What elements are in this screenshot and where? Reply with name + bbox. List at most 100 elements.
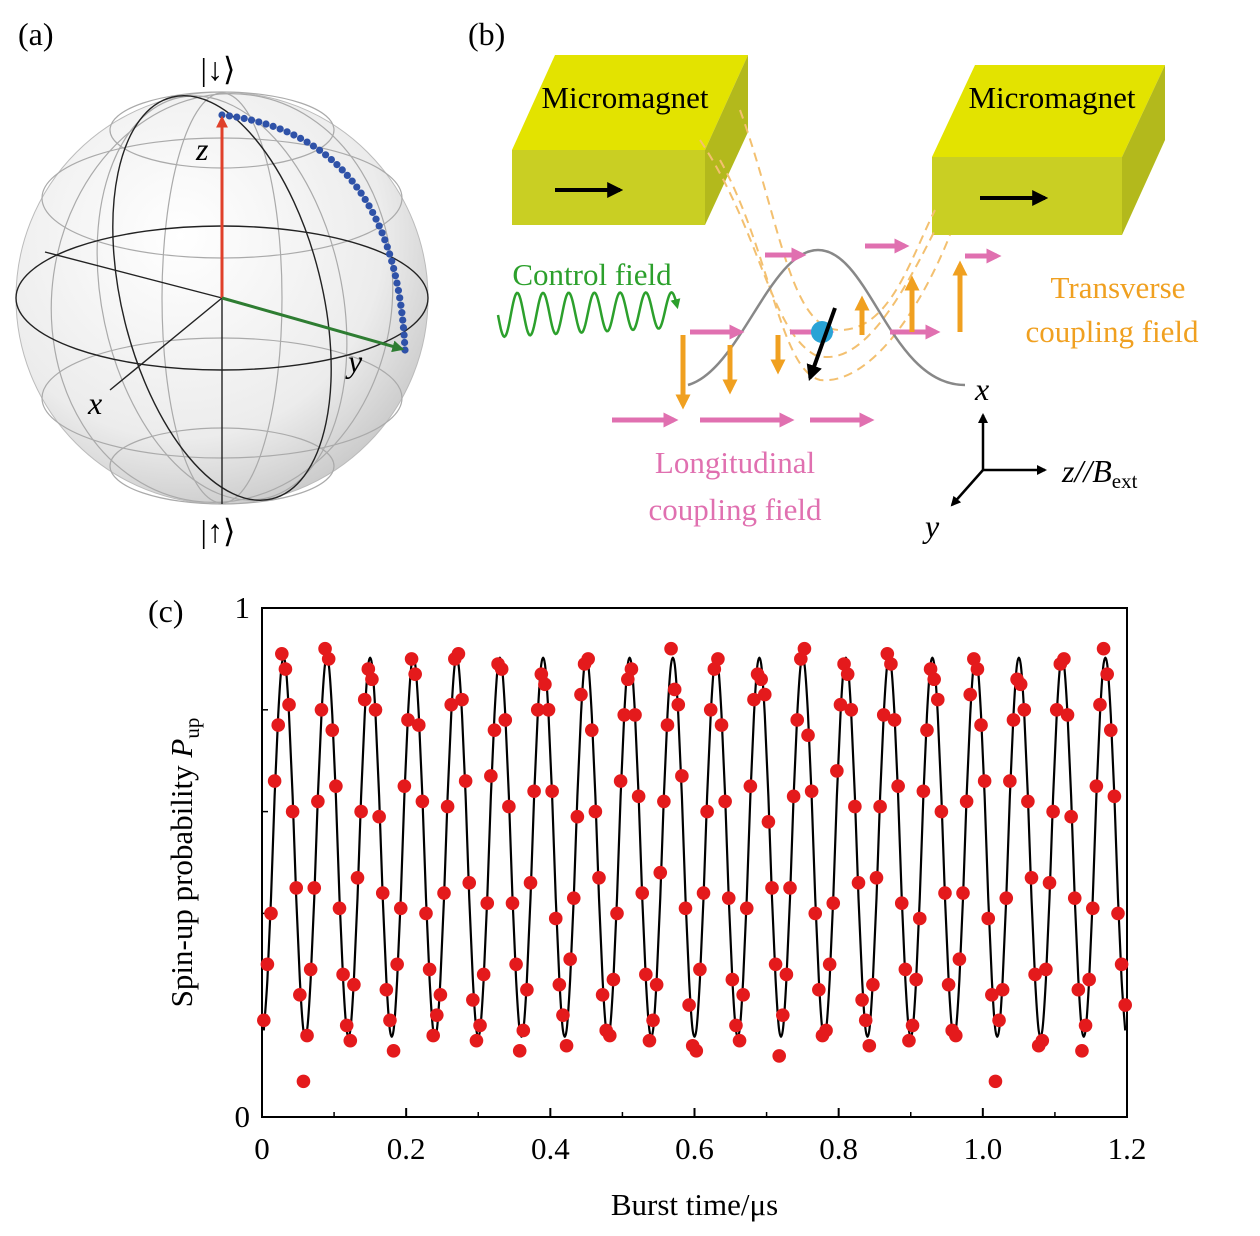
- coord-label: z//Bext: [1061, 453, 1138, 493]
- trajectory-dot: [393, 279, 401, 287]
- data-point: [271, 718, 286, 732]
- trajectory-dot: [397, 301, 405, 309]
- data-point: [631, 789, 646, 804]
- data-point: [819, 1023, 833, 1038]
- trajectory-dot: [269, 122, 277, 130]
- data-point: [721, 891, 736, 905]
- data-point: [963, 687, 978, 702]
- data-point: [397, 779, 412, 793]
- data-point: [538, 677, 552, 692]
- data-point: [739, 901, 754, 916]
- data-point: [357, 692, 372, 707]
- control-wave: [496, 291, 681, 339]
- data-point: [797, 641, 812, 656]
- data-point: [426, 1028, 440, 1043]
- data-point: [473, 1018, 487, 1033]
- trajectory-dot: [391, 272, 400, 280]
- data-point: [502, 799, 516, 814]
- spin: [806, 307, 837, 382]
- data-point: [927, 672, 941, 687]
- longitudinal-label: coupling field: [648, 492, 822, 527]
- data-point: [639, 967, 653, 982]
- data-point: [1003, 774, 1017, 788]
- y-tick-label: 0: [235, 1099, 251, 1134]
- data-point: [419, 906, 433, 921]
- data-point: [365, 672, 379, 687]
- transverse-arrows: [675, 260, 968, 410]
- chart: 0 0.2 0.4 0.6 0.8 1.0 1.2 0 1 Burst time/μs Spin-u…: [164, 590, 1146, 1222]
- data-point: [747, 692, 761, 707]
- data-point: [404, 652, 419, 666]
- trajectory-dot: [399, 323, 408, 332]
- trajectory-dot: [388, 257, 396, 265]
- trajectory-dot: [240, 114, 248, 123]
- y-axis-label-symbol: P: [164, 739, 199, 759]
- longitudinal-label: Longitudinal: [655, 445, 815, 480]
- data-point: [801, 728, 815, 743]
- data-point: [282, 697, 296, 712]
- magnet: [512, 55, 748, 225]
- y-axis-label-sub: up: [180, 718, 204, 739]
- data-point: [422, 962, 437, 977]
- x-tick-label: 0.4: [531, 1131, 570, 1166]
- data-point: [912, 911, 927, 926]
- data-point: [920, 723, 934, 737]
- data-point: [264, 906, 278, 921]
- data-point: [808, 906, 823, 921]
- data-point: [393, 901, 408, 916]
- trajectory-dot: [386, 250, 394, 258]
- trajectory-dot: [381, 236, 389, 244]
- data-point: [1100, 667, 1114, 681]
- data-point: [675, 769, 689, 783]
- data-point: [772, 1049, 786, 1063]
- data-point: [905, 1018, 920, 1033]
- data-point: [523, 876, 538, 890]
- data-point: [1103, 723, 1118, 737]
- data-point: [779, 967, 794, 982]
- data-point: [401, 713, 415, 727]
- data-point: [329, 779, 343, 793]
- data-point: [700, 804, 714, 819]
- data-point: [725, 972, 740, 987]
- trajectory-dot: [353, 183, 361, 191]
- data-point: [595, 988, 610, 1002]
- data-point: [440, 799, 455, 814]
- coord-label-sub: ext: [1112, 469, 1138, 493]
- data-point: [408, 667, 422, 681]
- trajectory-dot: [378, 229, 386, 237]
- data-point: [603, 1028, 617, 1043]
- data-point: [1006, 713, 1021, 727]
- data-point: [628, 708, 642, 722]
- data-point: [588, 804, 603, 819]
- data-point: [1111, 906, 1125, 921]
- data-point: [368, 703, 383, 717]
- trajectory-dot: [383, 243, 391, 251]
- data-point: [1017, 703, 1032, 717]
- data-point: [527, 784, 541, 799]
- data-point: [938, 886, 952, 900]
- data-point: [970, 662, 985, 676]
- data-point: [729, 1018, 743, 1033]
- data-point: [379, 982, 394, 997]
- data-point: [476, 967, 491, 982]
- coord-label-main: z//B: [1061, 453, 1112, 489]
- trajectory-dot: [276, 125, 284, 133]
- data-point: [866, 977, 880, 992]
- data-point: [530, 703, 545, 717]
- transverse-label: Transverse: [1051, 270, 1186, 305]
- data-point: [433, 988, 448, 1002]
- data-point: [383, 1013, 397, 1028]
- data-point: [873, 799, 887, 814]
- control-label: Control field: [512, 257, 672, 292]
- coord-label: x: [974, 371, 989, 407]
- data-point: [314, 703, 329, 717]
- data-point: [1075, 1044, 1089, 1058]
- magnet: [932, 65, 1165, 235]
- data-point: [581, 652, 595, 666]
- data-point: [480, 896, 495, 911]
- data-point: [916, 784, 931, 799]
- data-point: [988, 1074, 1003, 1089]
- data-point: [343, 1033, 358, 1048]
- data-point: [765, 881, 779, 895]
- data-point: [257, 1013, 271, 1028]
